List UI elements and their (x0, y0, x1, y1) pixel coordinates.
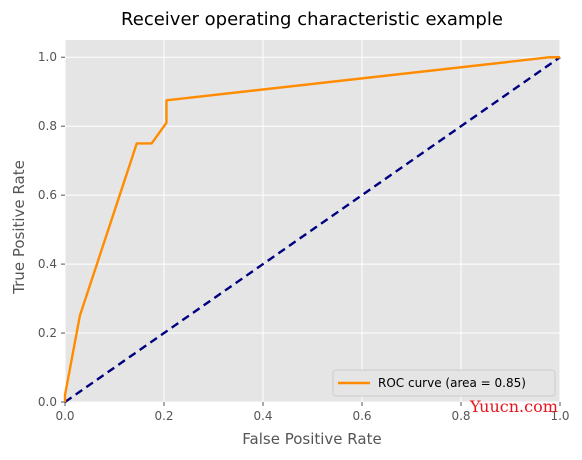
x-tick-label: 0.6 (352, 409, 371, 423)
x-tick-label: 0.8 (451, 409, 470, 423)
y-tick-label: 0.2 (38, 326, 57, 340)
y-tick-label: 1.0 (38, 50, 57, 64)
watermark-text: Yuucn.com (469, 397, 558, 416)
y-axis-label: True Positive Rate (10, 160, 28, 295)
y-tick-label: 0.8 (38, 119, 57, 133)
axis-ticks: 0.0 0.2 0.4 0.6 0.8 1.0 0.0 0.2 0.4 0.6 0.8 1.0 (38, 50, 570, 423)
grid-lines (64, 40, 561, 403)
chart-title: Receiver operating characteristic exampl… (121, 9, 503, 30)
plot-area (65, 40, 560, 402)
series-lines (63, 56, 561, 403)
y-tick-label: 0.0 (38, 395, 57, 409)
x-axis-label: False Positive Rate (242, 430, 381, 448)
chance-diagonal-line (64, 56, 561, 403)
roc-curve-line (63, 56, 560, 402)
x-tick-label: 0.2 (154, 409, 173, 423)
x-tick-label: 0.0 (55, 409, 74, 423)
x-tick-label: 0.4 (253, 409, 272, 423)
y-tick-label: 0.4 (38, 257, 57, 271)
legend-label-roc-curve: ROC curve (area = 0.85) (378, 376, 526, 390)
y-tick-label: 0.6 (38, 188, 57, 202)
x-tick-label: 1.0 (550, 409, 569, 423)
legend: ROC curve (area = 0.85) (332, 369, 556, 397)
legend-box (332, 369, 556, 397)
